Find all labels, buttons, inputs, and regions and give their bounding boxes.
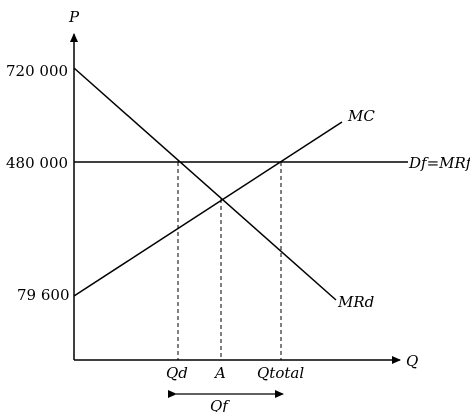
price-tick-low: 79 600 bbox=[17, 286, 70, 304]
mc-label: MC bbox=[347, 107, 375, 125]
a-label: A bbox=[213, 364, 226, 382]
qd-label: Qd bbox=[166, 364, 188, 382]
df-mrf-label: Df=MRf bbox=[408, 154, 470, 172]
qf-label: Qf bbox=[210, 397, 230, 412]
qtotal-label: Qtotal bbox=[257, 364, 304, 382]
mrd-label: MRd bbox=[337, 293, 374, 311]
x-axis-label: Q bbox=[406, 352, 418, 370]
price-tick-high: 720 000 bbox=[6, 62, 68, 80]
price-tick-mid: 480 000 bbox=[6, 154, 68, 172]
y-axis-label: P bbox=[68, 8, 80, 26]
mrd-curve bbox=[74, 68, 336, 300]
